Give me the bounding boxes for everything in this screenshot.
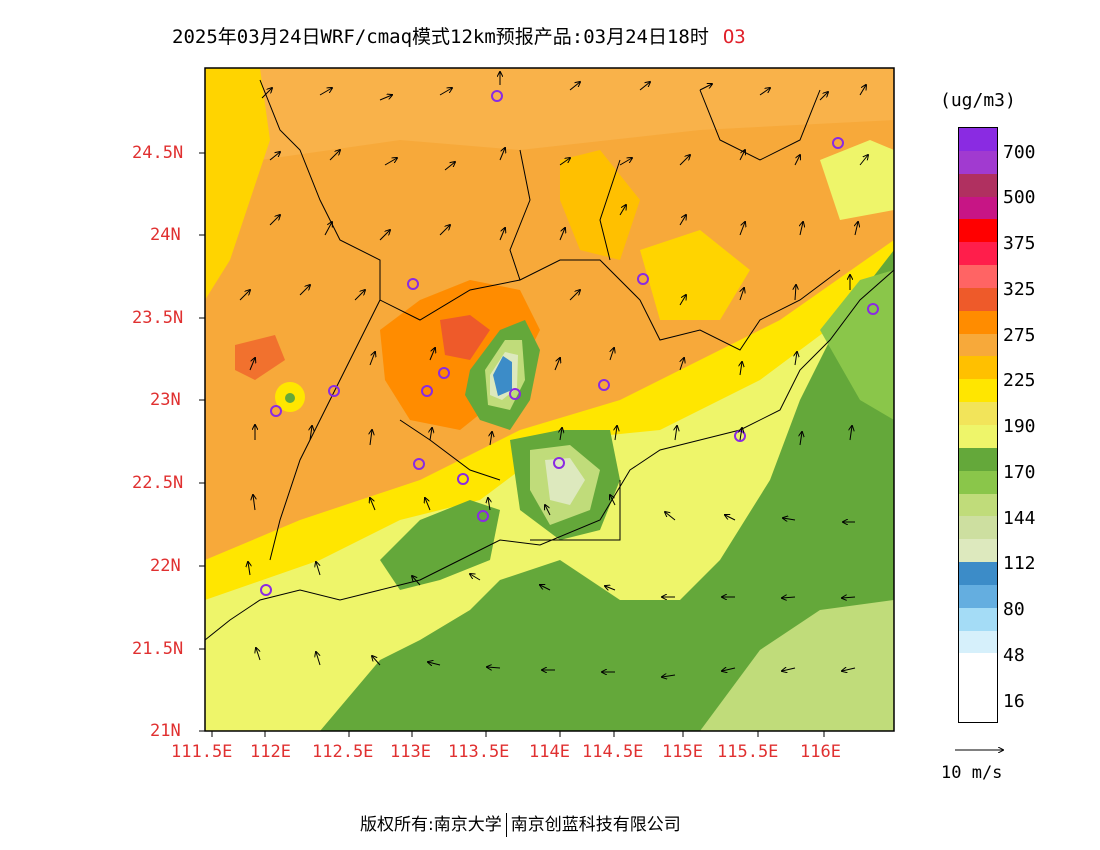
title-text: 2025年03月24日WRF/cmaq模式12km预报产品:03月24日18时 [172, 26, 709, 48]
lon-tick-label: 114E [529, 742, 570, 762]
lon-tick-label: 112E [250, 742, 291, 762]
colorbar [958, 127, 998, 723]
colorbar-label: 112 [1003, 553, 1036, 574]
colorbar-swatch [959, 402, 997, 425]
colorbar-swatch [959, 150, 997, 174]
colorbar-swatch [959, 356, 997, 380]
colorbar-swatch [959, 173, 997, 197]
lon-tick-label: 111.5E [171, 742, 233, 762]
wind-vectors [239, 72, 868, 677]
colorbar-label: 500 [1003, 187, 1036, 208]
map-title: 2025年03月24日WRF/cmaq模式12km预报产品:03月24日18时 O… [172, 22, 746, 49]
colorbar-swatch [959, 242, 997, 266]
colorbar-label: 325 [1003, 279, 1036, 300]
colorbar-swatch [959, 539, 997, 563]
colorbar-swatch [959, 630, 997, 654]
footer-divider [505, 813, 507, 837]
colorbar-swatch [959, 219, 997, 243]
lat-tick-label: 21N [150, 721, 181, 741]
colorbar-swatch [959, 607, 997, 631]
lon-tick-label: 113E [390, 742, 431, 762]
colorbar-label: 48 [1003, 645, 1025, 666]
footer-left: 版权所有:南京大学 [360, 815, 502, 835]
lat-tick-label: 21.5N [132, 639, 184, 659]
colorbar-swatch [959, 653, 997, 677]
pollutant-label: O3 [722, 26, 746, 48]
station-markers [260, 90, 879, 596]
lat-tick-label: 22N [150, 556, 181, 576]
colorbar-label: 700 [1003, 142, 1036, 163]
colorbar-swatch [959, 287, 997, 311]
lat-tick-label: 24N [150, 225, 181, 245]
colorbar-swatch [959, 310, 997, 334]
colorbar-swatch [959, 196, 997, 220]
colorbar-label: 225 [1003, 370, 1036, 391]
lat-tick-label: 22.5N [132, 473, 184, 493]
copyright-footer: 版权所有:南京大学 南京创蓝科技有限公司 [360, 810, 681, 837]
colorbar-swatch [959, 584, 997, 608]
colorbar-swatch [959, 333, 997, 357]
lon-tick-label: 115.5E [717, 742, 779, 762]
lon-tick-label: 112.5E [312, 742, 374, 762]
concentration-field [205, 68, 894, 731]
colorbar-swatch [959, 493, 997, 517]
colorbar-swatch [959, 424, 997, 448]
boundaries [205, 79, 894, 641]
colorbar-swatch [959, 562, 997, 585]
lon-tick-label: 113.5E [448, 742, 510, 762]
colorbar-unit: (ug/m3) [940, 90, 1016, 111]
colorbar-label: 275 [1003, 325, 1036, 346]
colorbar-label: 375 [1003, 233, 1036, 254]
colorbar-label: 80 [1003, 599, 1025, 620]
axis-ticks [199, 152, 825, 737]
footer-right: 南京创蓝科技有限公司 [510, 815, 681, 835]
colorbar-label: 144 [1003, 508, 1036, 529]
lon-tick-label: 116E [800, 742, 841, 762]
lat-tick-label: 23N [150, 390, 181, 410]
colorbar-label: 170 [1003, 462, 1036, 483]
colorbar-swatch [959, 516, 997, 540]
colorbar-swatch [959, 470, 997, 494]
colorbar-label: 16 [1003, 691, 1025, 712]
colorbar-swatch [959, 447, 997, 471]
lon-tick-label: 114.5E [582, 742, 644, 762]
lon-tick-label: 115E [662, 742, 703, 762]
colorbar-swatch [959, 128, 997, 151]
lat-tick-label: 23.5N [132, 308, 184, 328]
colorbar-swatch [959, 265, 997, 288]
wind-reference-label: 10 m/s [941, 763, 1003, 783]
colorbar-label: 190 [1003, 416, 1036, 437]
colorbar-swatch [959, 379, 997, 403]
lat-tick-label: 24.5N [132, 143, 184, 163]
